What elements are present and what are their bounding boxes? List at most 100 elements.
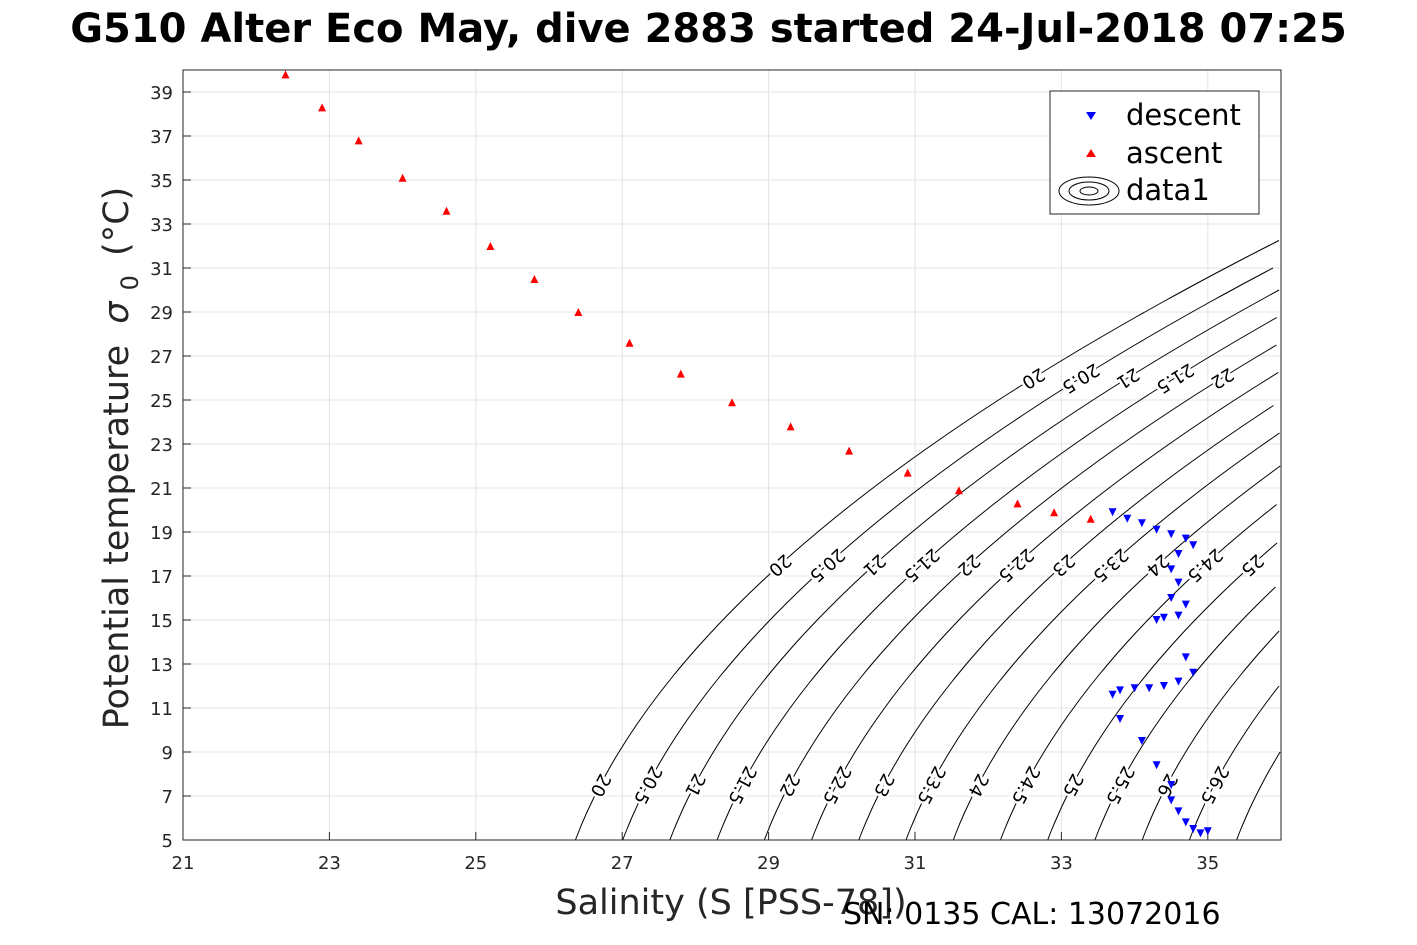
y-tick-label: 27: [150, 347, 173, 368]
descent-marker: [1137, 737, 1146, 745]
y-tick-label: 31: [150, 259, 173, 280]
density-contour-line: [905, 432, 1280, 841]
y-tick-label: 19: [150, 523, 173, 544]
ascent-marker: [903, 468, 912, 477]
density-contour-line: [1047, 542, 1278, 841]
contour-label: 24.5: [1183, 544, 1227, 586]
density-contour-line: [622, 267, 1274, 841]
descent-marker: [1174, 550, 1183, 558]
y-tick-label: 7: [162, 787, 173, 808]
descent-marker: [1130, 684, 1139, 693]
footer-sensor-info: SN: 0135 CAL: 13072016: [843, 897, 1221, 932]
y-tick-label: 15: [150, 611, 173, 632]
chart-title: G510 Alter Eco May, dive 2883 started 24…: [70, 6, 1347, 52]
y-tick-label: 13: [150, 655, 173, 676]
y-tick-label: 21: [150, 479, 173, 500]
contour-label: 26.5: [1196, 762, 1233, 807]
density-contour-line: [811, 372, 1279, 841]
contour-label: 21.5: [1152, 359, 1197, 398]
descent-marker: [1181, 653, 1190, 662]
y-tick-label: 11: [150, 699, 173, 720]
x-tick-label: 27: [611, 853, 634, 874]
ascent-marker: [318, 103, 327, 112]
density-contour-line: [1094, 586, 1276, 841]
x-axis-label: Salinity (S [PSS-78]): [555, 883, 906, 923]
grid-lines: [182, 70, 1281, 841]
data-markers: [281, 70, 1212, 838]
descent-marker: [1116, 686, 1124, 695]
density-contours: 20202020.520.520.521212121.521.521.52222…: [574, 240, 1281, 841]
y-axis-label: Potential temperature σ 0 (°C): [97, 187, 147, 730]
descent-marker: [1108, 690, 1117, 699]
y-axis-label-symbol: σ: [97, 300, 137, 324]
legend-ascent-marker: [1086, 149, 1096, 157]
x-tick-label: 33: [1050, 853, 1073, 874]
density-contour-line: [716, 317, 1278, 841]
descent-marker: [1159, 613, 1168, 622]
x-tick-label: 31: [904, 853, 927, 874]
descent-marker: [1167, 781, 1176, 789]
ascent-marker: [954, 486, 963, 495]
descent-marker: [1137, 519, 1146, 528]
x-tick-label: 29: [757, 853, 780, 874]
contour-label: 20.5: [629, 762, 666, 807]
ascent-marker: [530, 275, 539, 283]
contour-label: 20.5: [1058, 358, 1103, 397]
descent-marker: [1189, 825, 1198, 833]
ascent-marker: [442, 206, 451, 215]
y-tick-label: 33: [150, 215, 173, 236]
descent-marker: [1174, 578, 1183, 587]
ascent-marker: [1086, 514, 1095, 523]
ascent-marker: [1050, 508, 1059, 517]
descent-marker: [1152, 616, 1161, 624]
density-contour-line: [858, 405, 1274, 841]
descent-marker: [1116, 715, 1124, 723]
contour-label: 22: [1207, 363, 1238, 393]
y-tick-label: 39: [150, 83, 173, 104]
density-contour-line: [574, 240, 1280, 841]
descent-marker: [1189, 541, 1198, 550]
descent-marker: [1174, 807, 1183, 816]
descent-marker: [1145, 684, 1154, 693]
descent-marker: [1181, 600, 1190, 609]
descent-marker: [1123, 514, 1132, 523]
ascent-marker: [398, 173, 407, 182]
legend-data1-contour-icon: [1058, 176, 1120, 206]
ascent-marker: [281, 70, 290, 79]
descent-marker: [1181, 818, 1190, 827]
y-tick-label: 37: [150, 127, 173, 148]
ascent-marker: [486, 242, 495, 250]
contour-label: 25.5: [1101, 762, 1138, 807]
contour-label: 22.5: [818, 762, 855, 807]
x-tick-labels: 21 23 25 27 29 31 33 35: [172, 853, 1220, 874]
density-contour-line: [669, 289, 1280, 841]
descent-marker: [1152, 761, 1161, 770]
legend-ascent-label: ascent: [1126, 136, 1222, 170]
descent-marker: [1167, 565, 1176, 574]
ascent-marker: [1013, 499, 1022, 508]
x-tick-label: 23: [318, 853, 341, 874]
contour-label: 20: [1018, 363, 1049, 393]
legend-box: [1049, 90, 1260, 215]
contour-label: 22.5: [994, 544, 1038, 586]
descent-marker: [1152, 525, 1161, 534]
legend-descent-marker: [1086, 112, 1096, 120]
descent-marker: [1174, 677, 1183, 686]
y-axis-label-text: Potential temperature: [97, 345, 137, 729]
descent-marker: [1159, 682, 1168, 690]
contour-label: 20.5: [805, 544, 849, 586]
contour-label: 23.5: [912, 762, 949, 807]
descent-marker: [1108, 508, 1117, 517]
ascent-marker: [354, 136, 363, 145]
ascent-marker: [625, 338, 634, 347]
y-tick-label: 9: [162, 743, 173, 764]
contour-label: 23.5: [1088, 544, 1132, 586]
legend-data1-label: data1: [1126, 173, 1210, 207]
density-contour-line: [1188, 685, 1280, 841]
ascent-marker: [728, 398, 736, 407]
y-tick-labels: 5 7 9 11 13 15 17 19 21 23 25 27 29 31 33 35 37 39: [150, 83, 173, 852]
y-tick-label: 17: [150, 567, 173, 588]
y-tick-label: 29: [150, 303, 173, 324]
descent-marker: [1167, 530, 1176, 539]
